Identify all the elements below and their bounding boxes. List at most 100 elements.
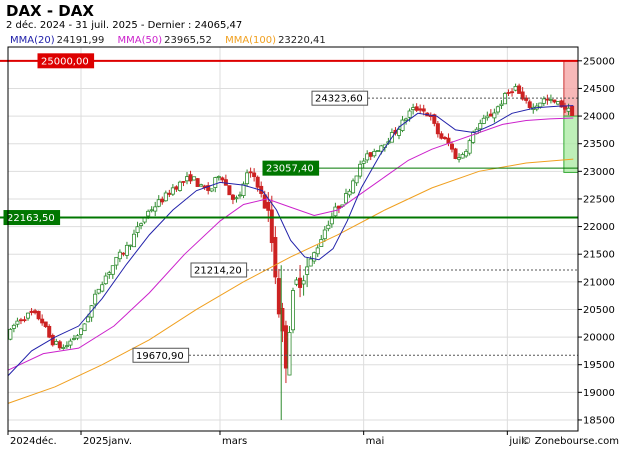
candle-body xyxy=(79,328,84,335)
candle-body xyxy=(538,102,543,108)
candle-body xyxy=(75,335,80,339)
candle-body xyxy=(372,151,377,157)
candle-body xyxy=(26,312,31,319)
candle-body xyxy=(241,183,246,196)
candle-body xyxy=(510,91,515,94)
candle-body xyxy=(312,252,317,262)
ma50-line xyxy=(7,117,574,371)
candle-body xyxy=(54,340,59,345)
candle-body xyxy=(195,178,200,187)
y-tick-label: 18500 xyxy=(583,415,615,426)
candle-body xyxy=(177,181,182,191)
level-label-box xyxy=(262,160,320,176)
candle-body xyxy=(103,275,108,285)
grid xyxy=(7,47,578,431)
candle-body xyxy=(481,117,486,124)
candle-body xyxy=(439,133,444,139)
legend-ma20-name: MMA(20) xyxy=(10,35,55,46)
candle-body xyxy=(432,114,437,124)
candle-body xyxy=(18,319,23,322)
candle-body xyxy=(117,251,122,260)
candle-body xyxy=(460,154,465,159)
candle-body xyxy=(513,86,518,91)
candle-body xyxy=(33,310,38,314)
candle-body xyxy=(36,310,41,320)
y-tick-label: 19000 xyxy=(583,388,615,399)
y-axis: 18500 19000 19500 20000 20500 21000 21500 22000… xyxy=(578,56,615,426)
candle-body xyxy=(110,265,115,275)
candle-body xyxy=(305,266,310,275)
candle-body xyxy=(368,152,373,157)
candle-body xyxy=(453,148,458,159)
candle-body xyxy=(255,176,260,188)
candle-body xyxy=(478,123,483,130)
x-tick-label: juil. xyxy=(508,436,527,447)
y-tick-label: 20000 xyxy=(583,333,615,344)
candle-body xyxy=(156,199,161,207)
candle-body xyxy=(269,209,274,244)
candle-body xyxy=(467,140,472,154)
ma20-line xyxy=(7,105,574,377)
candle-body xyxy=(326,224,331,230)
level-label: 21214,20 xyxy=(194,265,242,276)
candle-body xyxy=(347,190,352,196)
levels: 25000,00 22163,50 24323,60 23057,40 21214,20… xyxy=(0,53,578,363)
candle-body xyxy=(396,129,401,136)
candle-body xyxy=(351,180,356,194)
candle-body xyxy=(471,131,476,143)
candle-body xyxy=(107,272,112,275)
candle-body xyxy=(298,277,303,288)
candle-body xyxy=(266,202,271,211)
moving-averages xyxy=(7,105,574,404)
candle-body xyxy=(227,185,232,196)
legend-ma100-value: 23220,41 xyxy=(278,35,326,46)
candle-body xyxy=(287,332,292,376)
candle-body xyxy=(404,118,409,121)
candle-body xyxy=(333,206,338,217)
candle-body xyxy=(40,318,45,324)
zone-green xyxy=(563,115,579,173)
y-tick-label: 23000 xyxy=(583,167,615,178)
candle-body xyxy=(495,106,500,113)
candle-body xyxy=(358,163,363,177)
x-tick-label: 2024déc. xyxy=(10,435,57,447)
candle-body xyxy=(517,85,522,94)
candle-body xyxy=(146,210,151,217)
candle-body xyxy=(301,280,306,285)
candle-body xyxy=(506,92,511,94)
level-label-box xyxy=(132,347,190,363)
candle-body xyxy=(181,181,186,183)
candle-body xyxy=(276,278,281,315)
candle-body xyxy=(354,175,359,184)
y-tick-label: 24000 xyxy=(583,112,615,123)
candle-body xyxy=(361,160,366,164)
candle-body xyxy=(527,101,532,108)
candle-body xyxy=(22,319,27,322)
candle-body xyxy=(464,150,469,157)
candle-body xyxy=(343,193,348,204)
candle-body xyxy=(570,105,575,116)
candle-body xyxy=(47,325,52,338)
y-tick-label: 20500 xyxy=(583,305,615,316)
candle-body xyxy=(57,341,62,349)
y-tick-label: 23500 xyxy=(583,139,615,150)
candle-body xyxy=(68,340,73,346)
y-tick-label: 21500 xyxy=(583,250,615,261)
candle-body xyxy=(209,188,214,192)
legend: MMA(20) 24191,99 MMA(50) 23965,52 MMA(100)… xyxy=(10,35,336,46)
y-tick-label: 22000 xyxy=(583,222,615,233)
level-label: 24323,60 xyxy=(315,94,363,105)
candle-body xyxy=(170,187,175,195)
x-tick-label: mars xyxy=(222,436,247,447)
candle-body xyxy=(524,97,529,101)
candle-body xyxy=(61,347,66,349)
candle-body xyxy=(206,185,211,191)
candle-body xyxy=(11,324,16,329)
candle-body xyxy=(457,157,462,160)
candle-body xyxy=(545,98,550,101)
candle-body xyxy=(64,345,69,348)
y-tick-label: 19500 xyxy=(583,360,615,371)
y-tick-label: 24500 xyxy=(583,84,615,95)
candle-body xyxy=(375,150,380,152)
zones xyxy=(563,60,579,173)
